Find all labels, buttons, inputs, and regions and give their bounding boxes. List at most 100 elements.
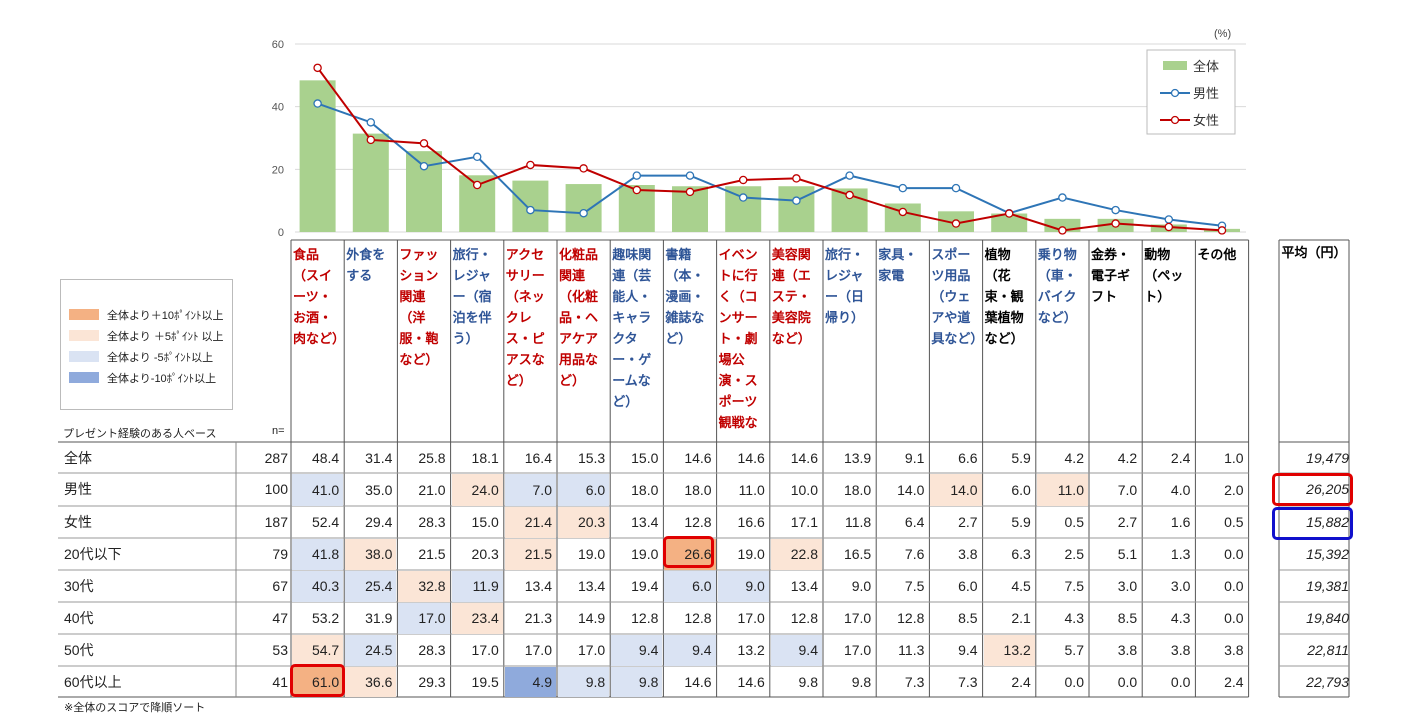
table-cell: 11.9 <box>451 571 503 602</box>
table-cell: 4.3 <box>1170 610 1191 626</box>
table-cell: 5.9 <box>1011 514 1031 530</box>
table-cell: 9.8 <box>611 667 663 697</box>
series-point <box>419 139 429 148</box>
table-cell: 41.0 <box>292 474 344 506</box>
table-cell: 41.8 <box>292 539 344 570</box>
footnote: ※全体のスコアで降順ソート <box>64 702 206 714</box>
series-point <box>579 208 588 218</box>
series-point <box>526 160 535 170</box>
table-cell: 5.7 <box>1064 642 1084 658</box>
row-n: 287 <box>264 450 288 466</box>
row-n: 47 <box>272 610 288 626</box>
series-point <box>685 171 695 180</box>
table-cell: 28.3 <box>418 514 446 530</box>
table-cell: 21.5 <box>418 546 446 562</box>
table-cell: 11.3 <box>898 642 925 658</box>
series-point <box>951 183 961 193</box>
table-cell: 19.4 <box>631 578 659 594</box>
series-point <box>685 187 695 197</box>
table-cell: 7.3 <box>904 674 925 690</box>
table-cell: 7.5 <box>904 578 925 594</box>
table-cell: 7.0 <box>504 474 556 506</box>
table-cell: 5.9 <box>1011 450 1031 466</box>
table-cell: 17.0 <box>843 610 872 626</box>
table-cell: 16.6 <box>737 514 765 530</box>
table-cell: 0.0 <box>1224 610 1244 626</box>
table-cell: 40.3 <box>292 571 344 602</box>
table-cell: 29.4 <box>365 514 393 530</box>
table-cell: 15.0 <box>631 450 659 466</box>
row-label: 50代 <box>64 642 94 658</box>
row-n: 41 <box>272 674 288 690</box>
series-point <box>472 152 482 162</box>
table-cell: 1.6 <box>1170 514 1191 530</box>
table-cell: 13.4 <box>631 514 659 530</box>
row-average: 22,793 <box>1306 674 1349 690</box>
table-cell: 14.0 <box>930 474 982 506</box>
column-header: 外食をする <box>346 247 386 283</box>
table-cell: 4.5 <box>1011 578 1031 594</box>
chart-lines <box>313 63 1227 235</box>
column-header: 趣味関連（芸能人・キャラクター・ゲームなど） <box>612 247 652 409</box>
table-cell: 9.4 <box>664 635 716 666</box>
series-point <box>419 161 429 171</box>
series-point <box>845 171 854 180</box>
series-point <box>845 190 854 200</box>
unit-label: (%) <box>1214 28 1231 40</box>
table-cell: 6.6 <box>958 450 978 466</box>
highlight-20s-books <box>663 536 714 568</box>
table-cell: 4.2 <box>1117 450 1138 466</box>
table-cell: 61.0 <box>292 667 344 697</box>
table-cell: 3.8 <box>1117 642 1138 658</box>
column-header: アクセサリー（ネックレス・ピアスなど） <box>505 247 545 388</box>
column-header: 金券・電子ギフト <box>1091 247 1131 304</box>
table-cell: 25.8 <box>418 450 446 466</box>
table-cell: 24.5 <box>345 635 397 666</box>
legend-swatch <box>1163 61 1187 70</box>
series-point <box>792 174 801 183</box>
table-cell: 21.5 <box>504 539 556 570</box>
row-label: 女性 <box>64 514 92 530</box>
highlight-male-avg <box>1272 473 1353 506</box>
series-point <box>1164 222 1174 232</box>
series-point <box>313 99 322 108</box>
series-point <box>792 196 801 205</box>
row-average: 19,381 <box>1306 578 1349 594</box>
table-cell: 31.4 <box>365 450 393 466</box>
table-cell: 7.3 <box>958 674 978 690</box>
series-point <box>1111 219 1120 228</box>
column-header: 旅行・レジャー（宿泊を伴う） <box>452 247 492 346</box>
table-cell: 11.8 <box>844 514 872 530</box>
row-n: 100 <box>264 481 288 497</box>
table-cell: 0.5 <box>1064 514 1084 530</box>
table-cell: 28.3 <box>418 642 446 658</box>
table-cell: 2.7 <box>1117 514 1138 530</box>
table-cell: 4.9 <box>504 667 556 697</box>
row-n: 187 <box>264 514 288 530</box>
series-point <box>1058 226 1067 235</box>
table-cell: 18.0 <box>843 482 872 498</box>
bar <box>352 133 389 232</box>
table-cell: 0.0 <box>1064 674 1084 690</box>
legend-marker <box>1170 88 1180 98</box>
series-point <box>366 118 376 127</box>
series-point <box>1004 209 1014 218</box>
base-label: プレゼント経験のある人ベース <box>63 428 217 440</box>
table-cell: 48.4 <box>311 450 340 466</box>
row-average: 22,811 <box>1307 642 1349 658</box>
row-label: 20代以下 <box>64 546 122 562</box>
series-line <box>316 67 1223 232</box>
row-average: 26,205 <box>1306 481 1349 497</box>
series-point <box>898 183 908 193</box>
series-point <box>738 193 748 202</box>
table-cell: 22.8 <box>770 539 822 570</box>
table-cell: 19.5 <box>471 674 499 690</box>
column-header: 美容関連（エステ・美容院など） <box>771 247 811 346</box>
series-point <box>951 219 961 228</box>
chart-gridlines <box>295 43 1246 233</box>
table-cell: 13.4 <box>790 578 818 594</box>
column-header: 家具・家電 <box>878 247 918 283</box>
table-cell: 2.1 <box>1011 610 1031 626</box>
table-cell: 18.1 <box>471 450 499 466</box>
